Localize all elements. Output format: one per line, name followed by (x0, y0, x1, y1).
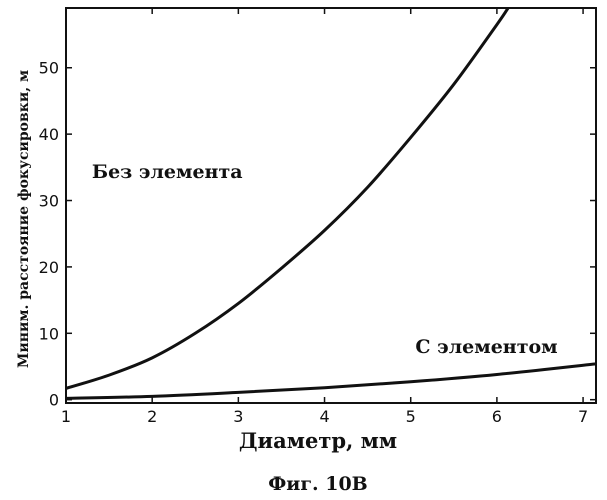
x-tick-label: 3 (233, 407, 243, 426)
x-tick-label: 7 (578, 407, 588, 426)
y-tick-label: 20 (39, 258, 59, 277)
y-tick-label: 10 (39, 324, 59, 343)
y-tick-label: 0 (49, 391, 59, 410)
y-tick-label: 50 (39, 59, 59, 78)
x-tick-label: 4 (319, 407, 329, 426)
series-line-without-element (66, 8, 508, 388)
series-label-with-element: С элементом (415, 336, 557, 358)
x-tick-label: 1 (61, 407, 71, 426)
x-tick-label: 6 (492, 407, 502, 426)
x-tick-label: 2 (147, 407, 157, 426)
x-tick-label: 5 (406, 407, 416, 426)
series-line-with-element (66, 364, 596, 399)
x-axis-title: Диаметр, мм (239, 428, 397, 453)
y-tick-label: 40 (39, 125, 59, 144)
y-tick-label: 30 (39, 192, 59, 211)
annotation-layer: Без элемента С элементом (92, 161, 558, 358)
series-label-without-element: Без элемента (92, 161, 243, 183)
y-axis-title: Миним. расстояние фокусировки, м (16, 70, 32, 368)
figure-caption: Фиг. 10В (268, 473, 368, 495)
